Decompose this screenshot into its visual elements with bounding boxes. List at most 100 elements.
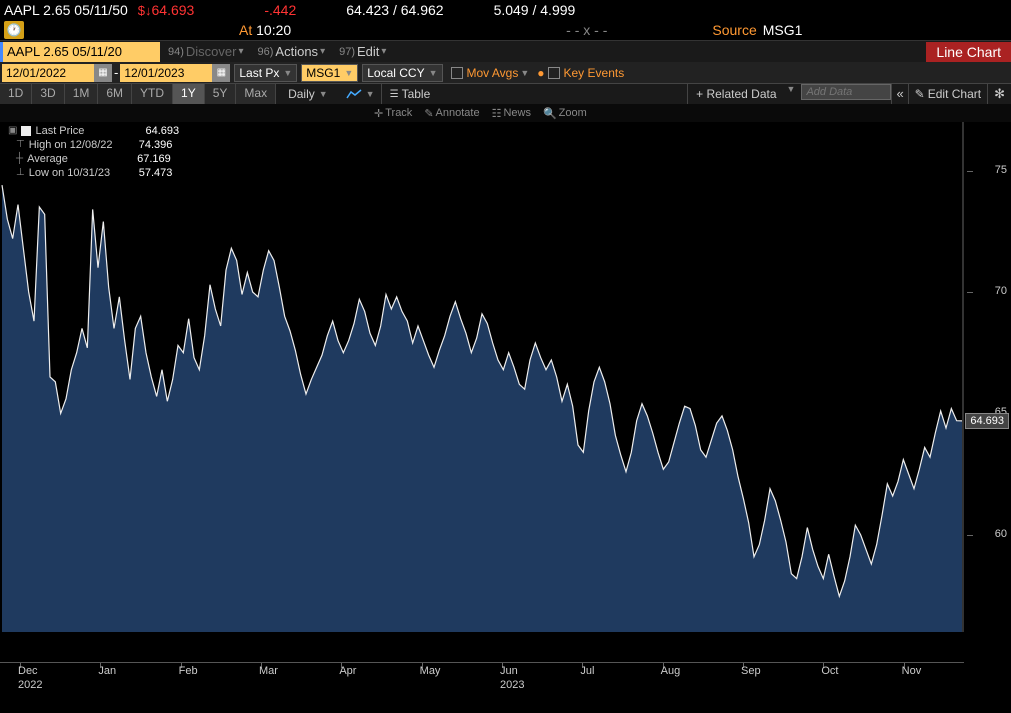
chevron-down-icon[interactable]: ▼ — [520, 68, 529, 78]
gear-button[interactable]: ✻ — [987, 84, 1011, 104]
x-tick-label: Mar — [259, 665, 278, 677]
x-tick-label: Nov — [902, 665, 922, 677]
range-tab-6m[interactable]: 6M — [98, 84, 132, 104]
header-time-row: 🕐 At 10:20 - - x - - Source MSG1 — [0, 20, 1011, 40]
x-tick-label: Jul — [580, 665, 594, 677]
gear-icon: ✻ — [994, 86, 1005, 101]
legend-avg-value: 67.169 — [137, 152, 171, 166]
chart-area[interactable]: ▣ Last Price 64.693 ⊤ High on 12/08/22 7… — [0, 122, 1011, 692]
legend-box: ▣ Last Price 64.693 ⊤ High on 12/08/22 7… — [8, 124, 179, 180]
chevron-down-icon: ▼ — [283, 68, 292, 78]
table-button[interactable]: ☰ Table — [381, 84, 439, 104]
source-field-dropdown[interactable]: MSG1 ▼ — [301, 64, 358, 82]
legend-low-value: 57.473 — [139, 166, 173, 180]
chevron-down-icon: ▼ — [366, 89, 375, 99]
related-data-button[interactable]: + Related Data — [687, 84, 784, 104]
y-tick-label: 75 — [995, 164, 1007, 176]
range-tab-max[interactable]: Max — [236, 84, 276, 104]
key-events-checkbox[interactable]: ● Key Events — [537, 66, 624, 80]
price-field-dropdown[interactable]: Last Px ▼ — [234, 64, 297, 82]
menu-bar: 94) Discover ▾ 96) Actions ▾ 97) Edit ▾ … — [0, 40, 1011, 62]
calendar-icon[interactable]: ▦ — [94, 64, 112, 82]
chevron-down-icon: ▼ — [429, 68, 438, 78]
legend-high-label: High on 12/08/22 — [29, 138, 139, 152]
x-tick-label: Apr — [339, 665, 356, 677]
ticker-input[interactable] — [0, 42, 160, 62]
date-to-input[interactable] — [120, 64, 212, 82]
x-tick-label: Sep — [741, 665, 761, 677]
collapse-button[interactable]: « — [891, 84, 907, 104]
price-change: -.442 — [264, 2, 296, 18]
annotate-tool[interactable]: ✎Annotate — [420, 107, 483, 120]
spread: 5.049 / 4.999 — [494, 2, 576, 18]
ticker-name: AAPL 2.65 05/11/50 — [4, 2, 128, 18]
chevron-down-icon: ▾ — [320, 46, 325, 57]
y-tick-label: 70 — [995, 285, 1007, 297]
mov-avgs-checkbox[interactable]: Mov Avgs — [451, 66, 519, 80]
news-icon: ☷ — [492, 107, 502, 120]
last-price: 64.693 — [152, 2, 195, 18]
table-icon: ☰ — [390, 89, 399, 100]
chart-tools-row: ✛Track ✎Annotate ☷News 🔍Zoom — [0, 104, 1011, 122]
bullet-icon: ● — [537, 66, 544, 80]
current-price-tag: 64.693 — [965, 413, 1009, 429]
legend-avg-label: Average — [27, 152, 137, 166]
pencil-icon: ✎ — [915, 87, 925, 101]
crosshair-icon: ✛ — [374, 107, 383, 120]
tree-icon: ▣ — [8, 124, 17, 138]
menu-discover[interactable]: 94) Discover ▾ — [162, 42, 250, 62]
source-label: Source — [712, 22, 756, 38]
track-tool[interactable]: ✛Track — [370, 107, 416, 120]
legend-last-price-label: Last Price — [35, 124, 145, 138]
date-sep: - — [114, 65, 118, 80]
y-tick-label: 60 — [995, 528, 1007, 540]
chevron-down-icon: ▼ — [319, 89, 328, 99]
tree-icon: ┼ — [16, 152, 23, 166]
x-year-label: 2022 — [18, 679, 42, 691]
add-data-input[interactable] — [801, 84, 891, 100]
x-tick-label: Aug — [661, 665, 681, 677]
checkbox-icon — [548, 67, 560, 79]
at-time: At 10:20 — [239, 22, 291, 38]
menu-actions[interactable]: 96) Actions ▾ — [252, 42, 332, 62]
down-arrow-icon: $↓ — [138, 3, 152, 18]
menu-edit[interactable]: 97) Edit ▾ — [333, 42, 392, 62]
controls-row: ▦ - ▦ Last Px ▼ MSG1 ▼ Local CCY ▼ Mov A… — [0, 62, 1011, 84]
interval-dropdown[interactable]: Daily ▼ — [280, 84, 336, 104]
range-tab-ytd[interactable]: YTD — [132, 84, 173, 104]
range-tab-container: 1D3D1M6MYTD1Y5YMax — [0, 84, 276, 104]
chevron-down-icon[interactable]: ▼ — [787, 84, 796, 104]
date-from-input[interactable] — [2, 64, 94, 82]
price-block: $↓64.693 — [138, 2, 195, 18]
news-tool[interactable]: ☷News — [488, 107, 535, 120]
header-price-row: AAPL 2.65 05/11/50 $↓64.693 -.442 64.423… — [0, 0, 1011, 20]
legend-last-price-value: 64.693 — [145, 124, 179, 138]
range-tab-1m[interactable]: 1M — [65, 84, 99, 104]
source-value: MSG1 — [763, 22, 803, 38]
legend-high-value: 74.396 — [139, 138, 173, 152]
tree-icon: ⊤ — [16, 138, 25, 152]
range-tab-1y[interactable]: 1Y — [173, 84, 205, 104]
chevron-down-icon: ▾ — [238, 46, 243, 57]
x-tick-label: Dec — [18, 665, 38, 677]
calendar-icon[interactable]: ▦ — [212, 64, 230, 82]
x-tick-label: Jun — [500, 665, 518, 677]
x-tick-label: May — [420, 665, 441, 677]
edit-chart-button[interactable]: ✎ Edit Chart — [908, 84, 987, 104]
ccy-field-dropdown[interactable]: Local CCY ▼ — [362, 64, 442, 82]
chevron-down-icon: ▼ — [344, 68, 353, 78]
range-tab-5y[interactable]: 5Y — [205, 84, 237, 104]
chart-type-label: Line Chart — [926, 42, 1011, 62]
zoom-tool[interactable]: 🔍Zoom — [539, 107, 591, 120]
bid-ask: 64.423 / 64.962 — [346, 2, 443, 18]
x-tick-label: Feb — [179, 665, 198, 677]
range-tab-1d[interactable]: 1D — [0, 84, 32, 104]
range-tab-3d[interactable]: 3D — [32, 84, 64, 104]
chart-style-dropdown[interactable]: ▼ — [340, 84, 381, 104]
x-tick-label: Jan — [98, 665, 116, 677]
x-axis: DecJanFebMarAprMayJunJulAugSepOctNov2022… — [0, 662, 964, 692]
dash-x: - - x - - — [566, 22, 607, 38]
legend-low-label: Low on 10/31/23 — [29, 166, 139, 180]
price-chart-svg — [0, 122, 964, 662]
checkbox-icon — [451, 67, 463, 79]
